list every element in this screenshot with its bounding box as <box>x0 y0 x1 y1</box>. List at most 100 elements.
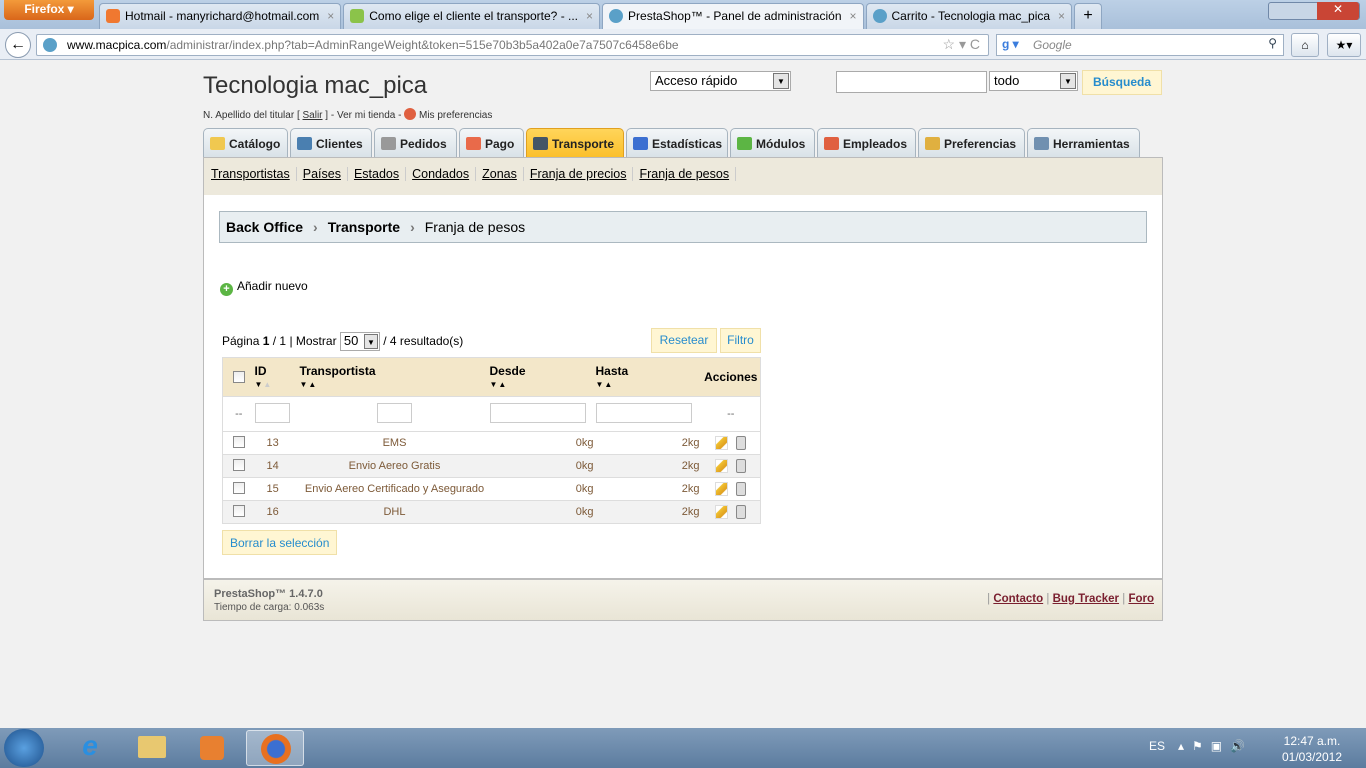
edit-pencil-icon[interactable] <box>715 436 729 450</box>
subnav-franja-de-pesos[interactable]: Franja de pesos <box>633 167 737 181</box>
breadcrumb: Back Office › Transporte › Franja de pesos <box>219 211 1147 243</box>
admin-search-input[interactable] <box>836 71 987 93</box>
puzzle-icon <box>737 137 752 150</box>
filter-carrier-input[interactable] <box>377 402 412 423</box>
edit-pencil-icon[interactable] <box>715 505 729 519</box>
user-line: N. Apellido del titular [ Salir ] - Ver … <box>203 108 493 121</box>
file-explorer-icon[interactable] <box>126 730 178 766</box>
search-scope-select[interactable]: todo ▼ <box>989 71 1078 91</box>
close-tab-icon[interactable]: × <box>849 9 857 23</box>
user-icon <box>404 108 417 120</box>
home-button[interactable]: ⌂ <box>1291 33 1319 57</box>
edit-pencil-icon[interactable] <box>715 482 729 496</box>
chevron-down-icon: ▼ <box>363 334 378 349</box>
sort-arrows-icon[interactable]: ▼▲ <box>254 380 273 389</box>
table-row[interactable]: 15 Envio Aereo Certificado y Asegurado 0kg… <box>222 477 761 501</box>
sort-arrows-icon[interactable]: ▼▲ <box>299 380 318 389</box>
delete-trash-icon[interactable] <box>736 505 747 519</box>
new-tab-button[interactable]: + <box>1074 3 1103 29</box>
prestashop-forum-icon <box>350 9 365 23</box>
forum-link[interactable]: Foro <box>1128 593 1154 605</box>
preferences-link[interactable]: Mis preferencias <box>419 110 493 121</box>
tab-pago[interactable]: Pago <box>459 128 524 158</box>
tab-catalogo[interactable]: Catálogo <box>203 128 288 158</box>
filter-to-input[interactable] <box>595 402 692 423</box>
row-checkbox[interactable] <box>232 458 245 471</box>
edit-pencil-icon[interactable] <box>715 459 729 473</box>
weight-ranges-table: ID ▼▲ Transportista ▼▲ Desde ▼▲ Hasta ▼▲ Acc… <box>222 357 761 524</box>
browser-tab-strip: Hotmail - manyrichard@hotmail.com × Como … <box>99 3 1259 29</box>
clock[interactable]: 12:47 a.m. 01/03/2012 <box>1281 734 1343 764</box>
delete-trash-icon[interactable] <box>736 482 747 496</box>
breadcrumb-back-office[interactable]: Back Office <box>226 219 304 235</box>
bookmark-star-icon[interactable]: ☆ ▾ C <box>942 36 980 52</box>
close-tab-icon[interactable]: × <box>586 9 594 23</box>
google-icon: g ▾ <box>1002 37 1019 51</box>
contact-link[interactable]: Contacto <box>993 593 1044 605</box>
table-row[interactable]: 13 EMS 0kg 2kg <box>222 431 761 455</box>
sub-navigation: Transportistas Países Estados Condados Zonas… <box>203 157 1163 195</box>
firefox-menu-button[interactable]: Firefox ▾ <box>4 0 94 20</box>
tab-pedidos[interactable]: Pedidos <box>374 128 457 158</box>
cart-icon <box>381 137 396 150</box>
table-row[interactable]: 16 DHL 0kg 2kg <box>222 500 761 524</box>
row-checkbox[interactable] <box>232 435 245 448</box>
back-button[interactable]: ← <box>5 32 31 58</box>
language-indicator[interactable]: ES <box>1149 739 1166 753</box>
add-new-link[interactable]: + Añadir nuevo <box>220 279 308 296</box>
delete-trash-icon[interactable] <box>736 459 747 473</box>
close-tab-icon[interactable]: × <box>1058 9 1066 23</box>
tab-preferencias[interactable]: Preferencias <box>918 128 1025 158</box>
bug-tracker-link[interactable]: Bug Tracker <box>1052 593 1120 605</box>
tab-modulos[interactable]: Módulos <box>730 128 815 158</box>
filter-button[interactable]: Filtro <box>720 328 761 353</box>
tab-clientes[interactable]: Clientes <box>290 128 372 158</box>
row-checkbox[interactable] <box>232 504 245 517</box>
tab-herramientas[interactable]: Herramientas <box>1027 128 1140 158</box>
subnav-estados[interactable]: Estados <box>347 167 407 181</box>
close-tab-icon[interactable]: × <box>327 9 335 23</box>
subnav-paises[interactable]: Países <box>296 167 348 181</box>
footer: PrestaShop™ 1.4.7.0 Tiempo de carga: 0.0… <box>203 579 1163 621</box>
bookmarks-button[interactable]: ★▾ <box>1327 33 1361 57</box>
filter-id-input[interactable] <box>254 402 290 423</box>
row-checkbox[interactable] <box>232 481 245 494</box>
internet-explorer-icon[interactable]: e <box>82 730 98 761</box>
start-button[interactable] <box>4 729 44 767</box>
address-bar[interactable]: www.macpica.com/administrar/index.php?ta… <box>36 34 989 56</box>
search-icon[interactable]: ⚲ <box>1268 36 1277 50</box>
window-controls[interactable]: ✕ <box>1268 2 1360 20</box>
tray-icons[interactable]: ▴⚑▣🔊 <box>1178 739 1254 753</box>
subnav-transportistas[interactable]: Transportistas <box>211 167 297 181</box>
tab-empleados[interactable]: Empleados <box>817 128 916 158</box>
delete-selection-button[interactable]: Borrar la selección <box>222 530 338 555</box>
logout-link[interactable]: Salir <box>302 110 323 121</box>
browser-tab-prestashop[interactable]: PrestaShop™ - Panel de administración × <box>602 3 864 29</box>
close-window-icon[interactable]: ✕ <box>1317 2 1359 20</box>
tab-transporte[interactable]: Transporte <box>526 128 624 158</box>
table-row[interactable]: 14 Envio Aereo Gratis 0kg 2kg <box>222 454 761 478</box>
web-search-input[interactable]: g ▾ Google ⚲ <box>996 34 1284 56</box>
firefox-taskbar-icon[interactable] <box>246 730 304 766</box>
per-page-select[interactable]: 50 ▼ <box>339 332 380 351</box>
tab-estadisticas[interactable]: Estadísticas <box>626 128 728 158</box>
subnav-condados[interactable]: Condados <box>406 167 477 181</box>
search-button[interactable]: Búsqueda <box>1082 70 1162 95</box>
subnav-zonas[interactable]: Zonas <box>476 167 524 181</box>
filter-from-input[interactable] <box>489 402 586 423</box>
browser-tab-cart[interactable]: Carrito - Tecnologia mac_pica × <box>865 3 1073 29</box>
delete-trash-icon[interactable] <box>736 436 747 450</box>
browser-tab-hotmail[interactable]: Hotmail - manyrichard@hotmail.com × <box>99 3 342 29</box>
sort-arrows-icon[interactable]: ▼▲ <box>595 380 614 389</box>
chevron-right-icon: › <box>410 219 415 235</box>
subnav-franja-de-precios[interactable]: Franja de precios <box>523 167 634 181</box>
browser-tab-forum[interactable]: Como elige el cliente el transporte? - .… <box>343 3 601 29</box>
chart-icon <box>633 137 648 150</box>
quick-access-select[interactable]: Acceso rápido ▼ <box>650 71 791 91</box>
media-player-icon[interactable] <box>186 730 238 766</box>
breadcrumb-transporte[interactable]: Transporte <box>327 219 401 235</box>
select-all-checkbox[interactable] <box>232 371 245 383</box>
reset-button[interactable]: Resetear <box>651 328 717 353</box>
taskbar <box>0 728 1366 768</box>
sort-arrows-icon[interactable]: ▼▲ <box>489 380 508 389</box>
